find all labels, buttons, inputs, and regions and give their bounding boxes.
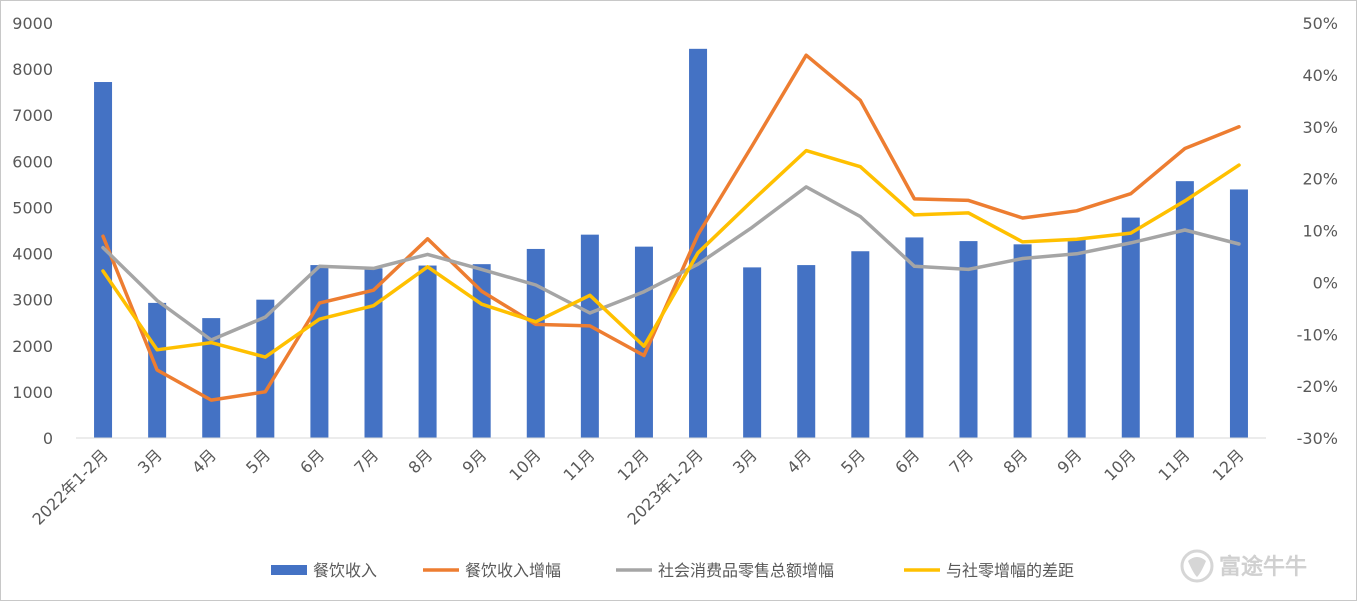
legend-item-4: 与社零增幅的差距 xyxy=(904,561,1074,580)
x-tick-label: 8月 xyxy=(999,445,1031,477)
bar-21 xyxy=(1175,181,1194,438)
bar-3 xyxy=(202,318,221,438)
y-left-tick-label: 4000 xyxy=(12,245,53,264)
bar-20 xyxy=(1121,217,1140,438)
x-tick-label: 7月 xyxy=(350,445,382,477)
legend-label: 餐饮收入 xyxy=(313,561,377,580)
y-left-tick-label: 9000 xyxy=(12,14,53,33)
x-tick-label: 2022年1-2月 xyxy=(29,445,112,528)
y-left-tick-label: 0 xyxy=(43,429,53,448)
bar-5 xyxy=(310,265,329,438)
bar-1 xyxy=(94,82,113,439)
bar-6 xyxy=(364,268,383,438)
x-tick-label: 11月 xyxy=(1155,445,1194,484)
x-tick-label: 5月 xyxy=(242,445,274,477)
futu-bull-icon xyxy=(1180,549,1214,583)
x-tick-label: 8月 xyxy=(404,445,436,477)
y-left-tick-label: 6000 xyxy=(12,152,53,171)
y-axis-right: -30% -20% -10% 0% 10% 20% 30% 40% 50% xyxy=(1297,14,1338,448)
bar-7 xyxy=(418,265,437,438)
x-tick-label: 7月 xyxy=(945,445,977,477)
bar-13 xyxy=(743,267,762,438)
bar-22 xyxy=(1229,189,1248,438)
y-right-tick-label: 30% xyxy=(1302,118,1338,137)
legend-label: 餐饮收入增幅 xyxy=(465,561,561,580)
legend-item-1: 餐饮收入 xyxy=(271,561,377,580)
bar-19 xyxy=(1067,239,1086,438)
x-tick-label: 11月 xyxy=(560,445,599,484)
y-left-tick-label: 8000 xyxy=(12,60,53,79)
bar-16 xyxy=(905,237,924,438)
legend-swatch xyxy=(271,565,307,575)
x-tick-label: 4月 xyxy=(783,445,815,477)
x-tick-label: 10月 xyxy=(505,445,544,484)
y-left-tick-label: 7000 xyxy=(12,106,53,125)
x-tick-label: 12月 xyxy=(614,445,653,484)
legend-item-3: 社会消费品零售总额增幅 xyxy=(616,561,834,580)
y-left-tick-label: 2000 xyxy=(12,337,53,356)
bar-15 xyxy=(851,251,870,438)
x-tick-label: 10月 xyxy=(1100,445,1139,484)
y-axis-left: 0 1000 2000 3000 4000 5000 6000 7000 8000 9000 xyxy=(12,14,53,448)
bar-series-layer xyxy=(94,48,1248,439)
watermark-text: 富途牛牛 xyxy=(1219,554,1307,580)
legend: 餐饮收入 餐饮收入增幅 社会消费品零售总额增幅 与社零增幅的差距 xyxy=(271,561,1074,580)
x-axis: 2022年1-2月 3月 4月 5月 6月 7月 8月 9月 10月 11月 12月2023年1-2… xyxy=(29,445,1248,528)
y-right-tick-label: -20% xyxy=(1297,377,1338,396)
x-tick-label: 4月 xyxy=(188,445,220,477)
y-left-tick-label: 3000 xyxy=(12,291,53,310)
line-series-layer xyxy=(101,53,1241,402)
x-tick-label: 3月 xyxy=(134,445,166,477)
bar-10 xyxy=(580,234,599,438)
x-tick-label: 6月 xyxy=(891,445,923,477)
legend-label: 社会消费品零售总额增幅 xyxy=(658,561,834,580)
x-tick-label: 3月 xyxy=(729,445,761,477)
line-series-3 xyxy=(101,148,1241,359)
bar-8 xyxy=(472,264,491,438)
x-tick-label: 9月 xyxy=(459,445,491,477)
bar-9 xyxy=(526,248,545,438)
bar-14 xyxy=(797,265,816,438)
line-series-2 xyxy=(101,185,1241,342)
legend-label: 与社零增幅的差距 xyxy=(946,561,1074,580)
x-tick-label: 6月 xyxy=(296,445,328,477)
y-right-tick-label: 0% xyxy=(1313,273,1338,292)
y-right-tick-label: -30% xyxy=(1297,429,1338,448)
y-right-tick-label: 40% xyxy=(1302,66,1338,85)
y-right-tick-label: -10% xyxy=(1297,325,1338,344)
x-tick-label: 5月 xyxy=(837,445,869,477)
bar-12 xyxy=(689,48,708,438)
y-right-tick-label: 50% xyxy=(1302,14,1338,33)
x-tick-label: 9月 xyxy=(1054,445,1086,477)
bar-4 xyxy=(256,299,275,438)
y-left-tick-label: 1000 xyxy=(12,383,53,402)
x-tick-label: 12月 xyxy=(1209,445,1248,484)
watermark: 富途牛牛 xyxy=(1180,549,1307,583)
y-right-tick-label: 20% xyxy=(1302,170,1338,189)
legend-item-2: 餐饮收入增幅 xyxy=(423,561,561,580)
y-left-tick-label: 5000 xyxy=(12,198,53,217)
line-series-1 xyxy=(101,53,1241,402)
bar-18 xyxy=(1013,244,1032,438)
y-right-tick-label: 10% xyxy=(1302,222,1338,241)
bar-17 xyxy=(959,241,978,438)
